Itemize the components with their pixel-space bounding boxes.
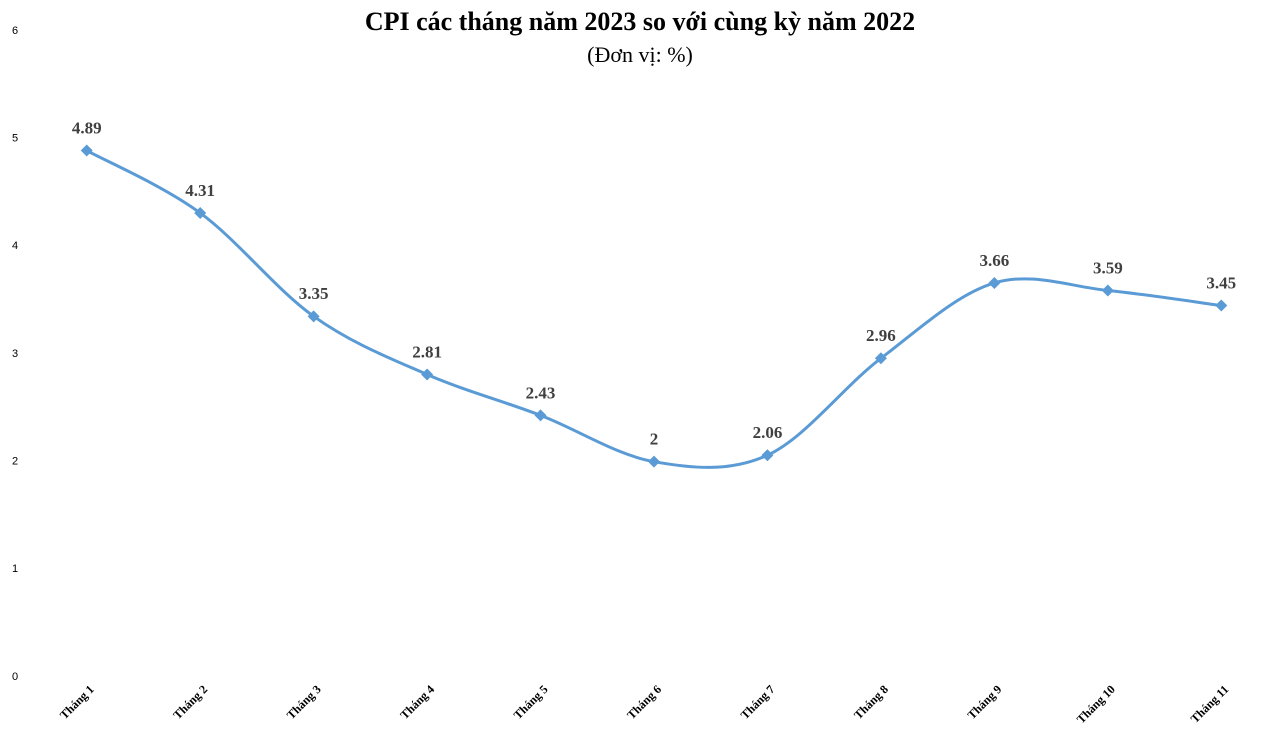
y-tick-label: 6 (12, 25, 18, 37)
marker (988, 276, 1001, 289)
data-label: 3.45 (1206, 273, 1236, 292)
y-tick-label: 5 (12, 133, 18, 145)
y-tick-label: 3 (12, 348, 18, 360)
y-tick-label: 2 (12, 456, 18, 468)
marker (421, 368, 434, 381)
marker (761, 449, 774, 462)
y-tick-label: 0 (12, 671, 18, 683)
x-tick-label: Tháng 8 (851, 682, 891, 722)
chart-title: CPI các tháng năm 2023 so với cùng kỳ nă… (365, 7, 915, 36)
marker (80, 144, 93, 157)
x-tick-label: Tháng 9 (965, 682, 1005, 722)
data-label: 3.59 (1093, 258, 1123, 277)
data-label: 3.66 (979, 251, 1009, 270)
data-label: 4.31 (185, 181, 215, 200)
data-label: 3.35 (299, 284, 329, 303)
data-label: 2.06 (753, 423, 783, 442)
x-tick-label: Tháng 5 (511, 682, 551, 722)
marker (534, 409, 547, 422)
marker (874, 352, 887, 365)
marker (1215, 299, 1228, 312)
data-label: 2.43 (526, 383, 556, 402)
data-label: 2 (650, 430, 659, 449)
marker (194, 206, 207, 219)
line (86, 149, 1222, 469)
x-tick-label: Tháng 7 (738, 682, 778, 722)
chart-subtitle: (Đơn vị: %) (587, 42, 693, 67)
x-tick-label: Tháng 1 (57, 682, 97, 722)
x-tick-label: Tháng 6 (624, 682, 664, 722)
data-label: 4.89 (72, 118, 102, 137)
y-tick-label: 4 (12, 240, 18, 252)
data-label: 2.81 (412, 342, 442, 361)
x-tick-label: Tháng 4 (397, 682, 437, 722)
x-tick-label: Tháng 10 (1074, 682, 1118, 726)
y-tick-label: 1 (12, 563, 18, 575)
data-label: 2.96 (866, 326, 896, 345)
x-tick-label: Tháng 3 (284, 682, 324, 722)
marker (307, 310, 320, 323)
x-tick-label: Tháng 11 (1188, 682, 1232, 726)
x-tick-label: Tháng 2 (170, 682, 210, 722)
marker (648, 455, 660, 468)
marker (1101, 284, 1114, 297)
